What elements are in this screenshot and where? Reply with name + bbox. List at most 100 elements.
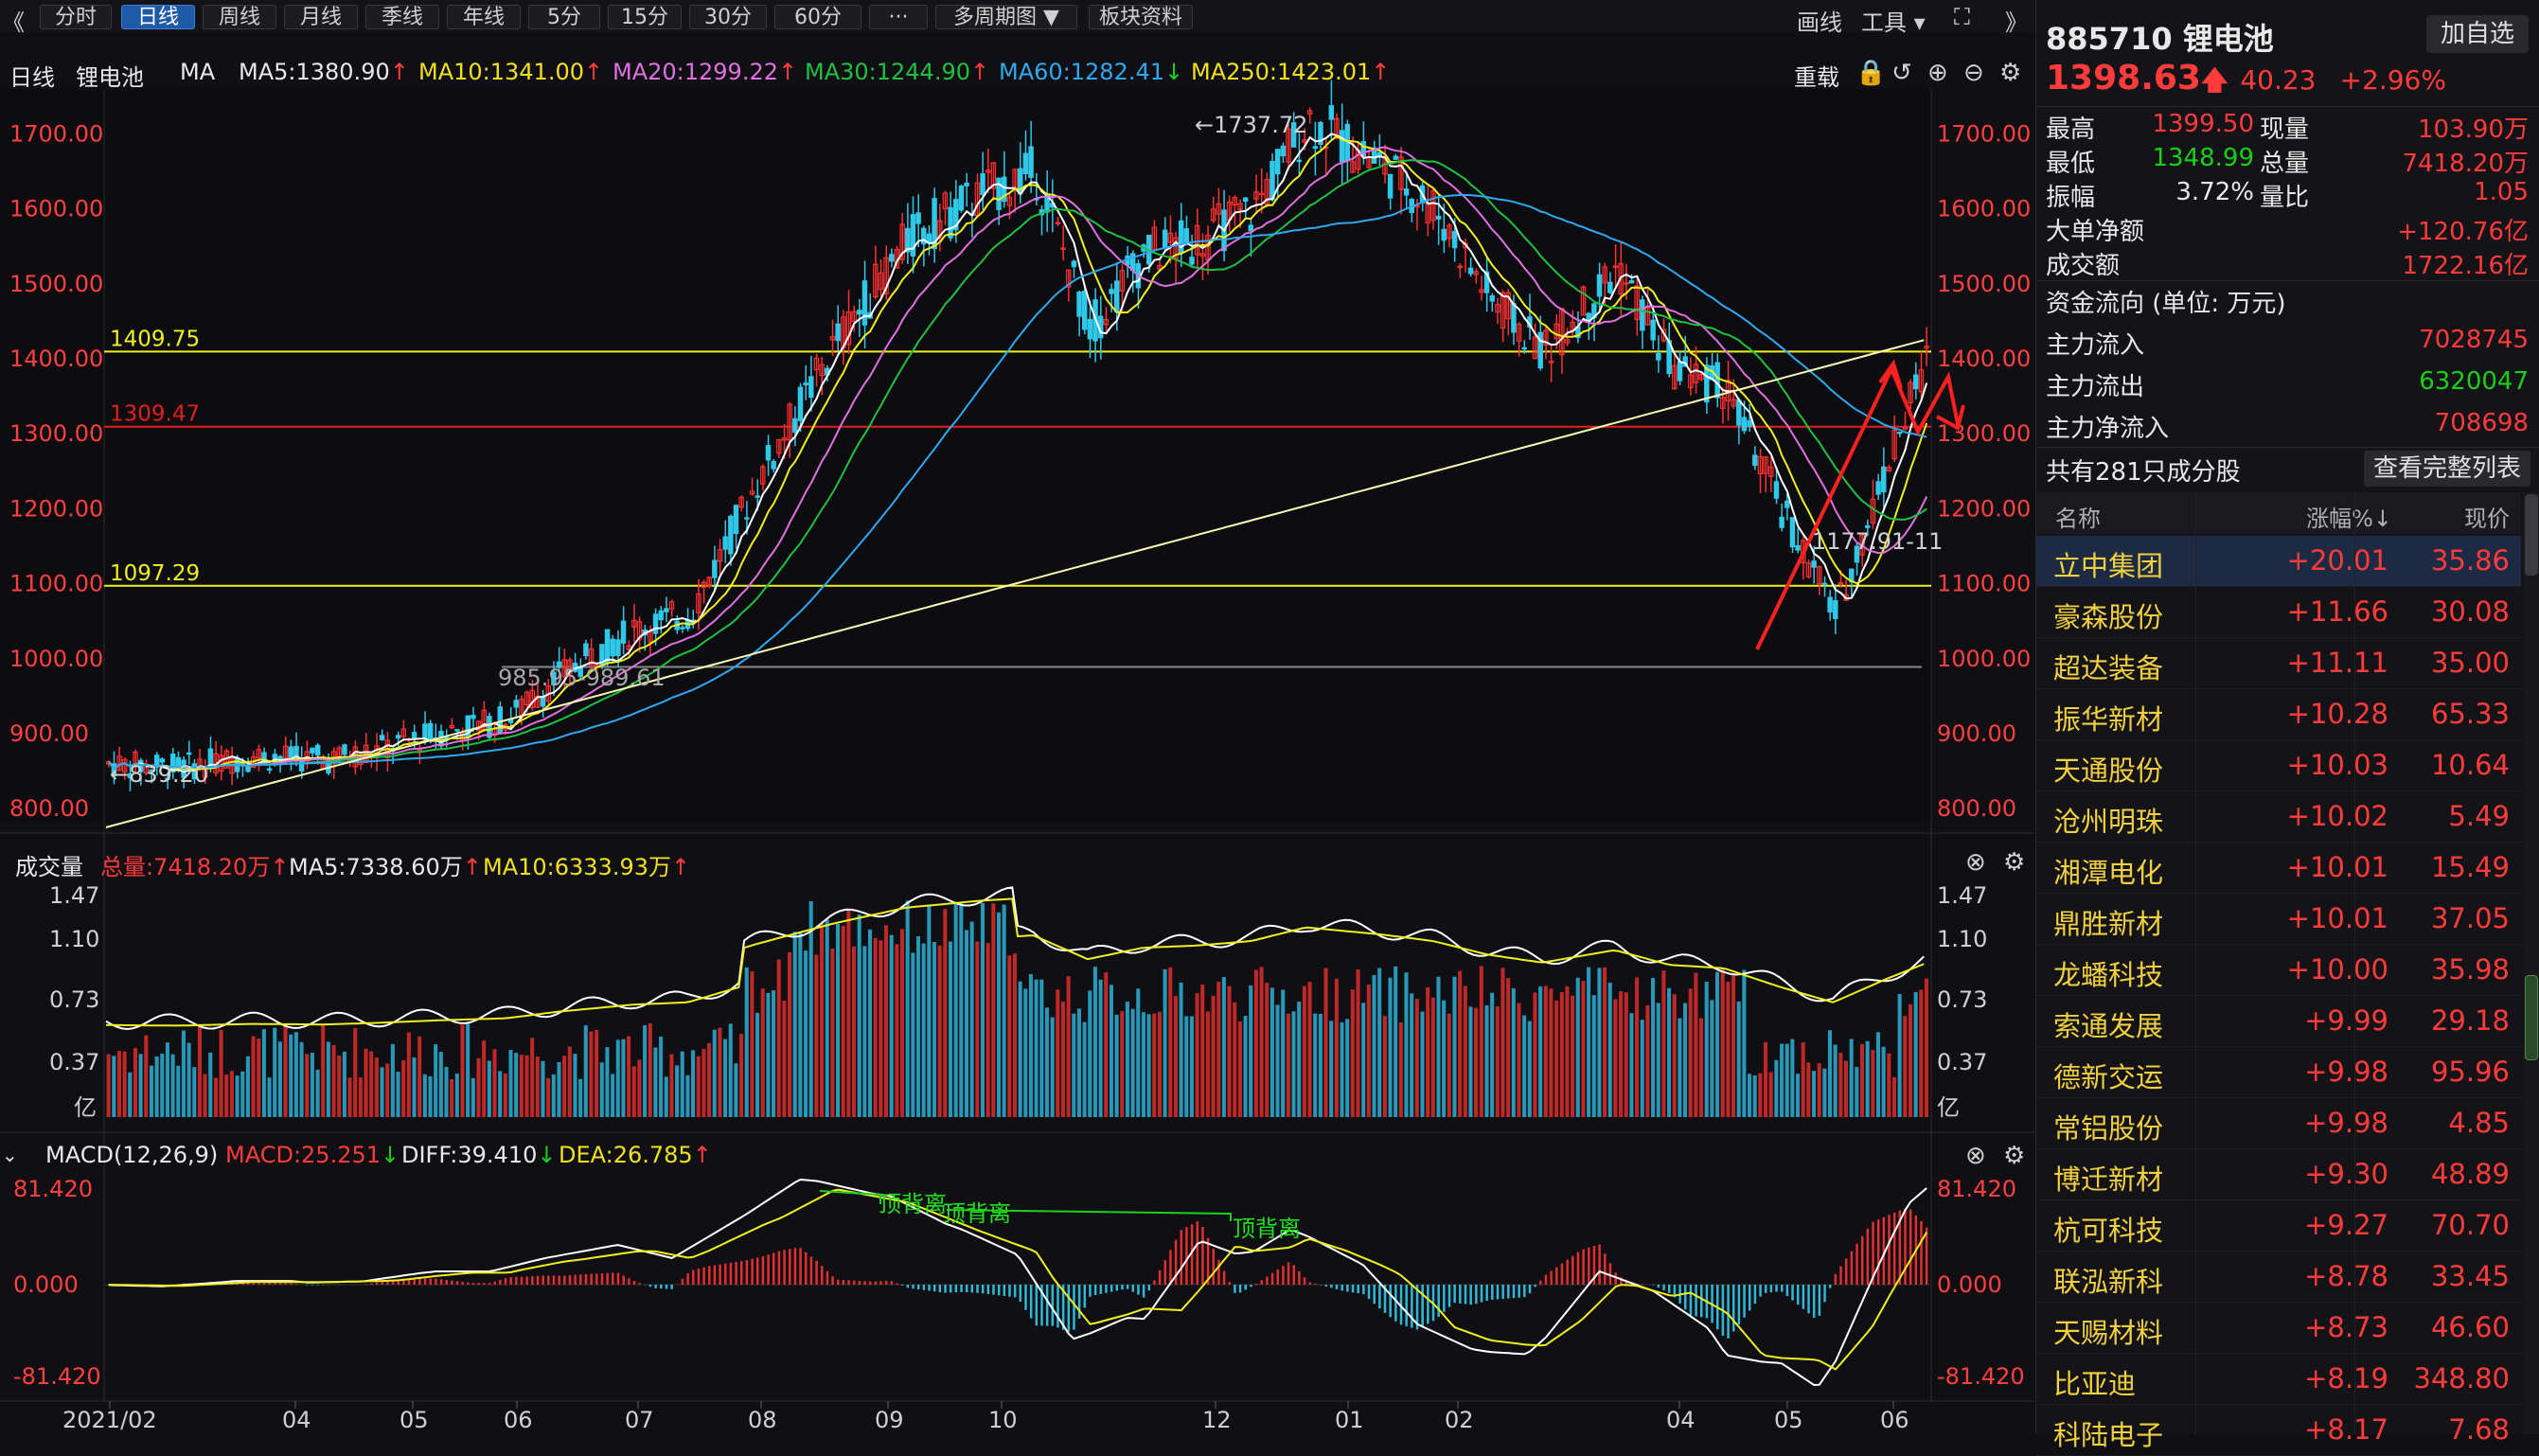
- candle-body: [829, 336, 836, 341]
- back-icon[interactable]: 《: [2, 9, 25, 36]
- scrollbar-thumb[interactable]: [2525, 975, 2538, 1060]
- candle-body: [1173, 237, 1179, 259]
- tab-quarterly[interactable]: 季线: [365, 5, 439, 29]
- tab-30min[interactable]: 30分: [689, 5, 767, 29]
- stock-row[interactable]: 常铝股份 +9.98 4.85: [2036, 1098, 2521, 1149]
- volume-bar: [1490, 992, 1495, 1117]
- lock-icon[interactable]: 🔒: [1855, 59, 1887, 87]
- volume-bar: [1511, 988, 1516, 1117]
- zoom-out-icon[interactable]: ⊖: [1963, 59, 1984, 87]
- tab-60min[interactable]: 60分: [774, 5, 861, 29]
- candle-body: [1113, 280, 1120, 312]
- list-scrollbar[interactable]: [2523, 492, 2539, 1434]
- tab-5min[interactable]: 5分: [528, 5, 600, 29]
- tab-daily[interactable]: 日线: [121, 5, 195, 29]
- ma60-value: MA60:1282.41↓: [999, 59, 1184, 85]
- volume-bar: [680, 1051, 684, 1117]
- tab-intraday[interactable]: 分时: [40, 5, 112, 29]
- x-tick-label: 01: [1335, 1407, 1364, 1433]
- candle-body: [1913, 374, 1919, 390]
- volume-bar: [1683, 1003, 1688, 1117]
- stock-row[interactable]: 沧州明珠 +10.02 5.49: [2036, 791, 2521, 843]
- stock-row[interactable]: 豪森股份 +11.66 30.08: [2036, 587, 2521, 638]
- header-pct[interactable]: 涨幅%↓: [2306, 506, 2392, 532]
- stock-name: 天赐材料: [2053, 1317, 2164, 1349]
- divergence-label: 顶背离: [943, 1200, 1011, 1227]
- stock-row[interactable]: 索通发展 +9.99 29.18: [2036, 996, 2521, 1047]
- zoom-in-icon[interactable]: ⊕: [1927, 59, 1948, 87]
- candle-body: [1167, 232, 1174, 243]
- candle-body: [1516, 323, 1522, 342]
- tools-menu-button[interactable]: 工具 ▾: [1861, 9, 1926, 36]
- stock-row[interactable]: 天通股份 +10.03 10.64: [2036, 740, 2521, 791]
- fullscreen-icon[interactable]: ⛶: [1954, 4, 1970, 30]
- sector-info-button[interactable]: 板块资料: [1089, 5, 1193, 29]
- forward-icon[interactable]: 》: [2005, 9, 2028, 36]
- more-button[interactable]: ···: [869, 5, 928, 29]
- reload-button[interactable]: 重载: [1794, 64, 1839, 91]
- volume-bar: [197, 1024, 202, 1117]
- stock-row[interactable]: 鼎胜新材 +10.01 37.05: [2036, 894, 2521, 945]
- volume-bar: [1410, 993, 1414, 1117]
- stock-row[interactable]: 天赐材料 +8.73 46.60: [2036, 1303, 2521, 1354]
- kline-chart[interactable]: 1700.00 1700.00 1600.00 1600.00 1500.00 1500.…: [0, 0, 2035, 1434]
- add-watchlist-button[interactable]: 加自选: [2426, 15, 2529, 53]
- close-volume-icon[interactable]: ⊗: [1965, 848, 1986, 877]
- stock-row[interactable]: 龙蟠科技 +10.00 35.98: [2036, 945, 2521, 996]
- candle-body: [668, 601, 675, 610]
- tab-weekly[interactable]: 周线: [203, 5, 276, 29]
- multi-period-dropdown[interactable]: 多周期图 ▼: [935, 5, 1077, 29]
- close-macd-icon[interactable]: ⊗: [1965, 1142, 1986, 1170]
- volume-bar: [1795, 1074, 1801, 1117]
- candle-body: [1022, 152, 1029, 175]
- stock-row[interactable]: 超达装备 +11.11 35.00: [2036, 638, 2521, 689]
- stock-row[interactable]: 振华新材 +10.28 65.33: [2036, 689, 2521, 740]
- view-full-list-button[interactable]: 查看完整列表: [2364, 451, 2530, 487]
- header-name[interactable]: 名称: [2055, 506, 2101, 532]
- volume-bar: [1694, 972, 1698, 1117]
- settings-icon[interactable]: ⚙: [1999, 59, 2022, 87]
- draw-line-button[interactable]: 画线: [1797, 9, 1842, 36]
- stock-row[interactable]: 湘潭电化 +10.01 15.49: [2036, 843, 2521, 894]
- volume-settings-icon[interactable]: ⚙: [2003, 848, 2026, 877]
- volume-bar: [1710, 1000, 1714, 1117]
- volume-bar: [1720, 968, 1725, 1117]
- stock-row[interactable]: 比亚迪 +8.19 348.80: [2036, 1354, 2521, 1405]
- volume-ma10: MA10:6333.93万↑: [483, 854, 691, 880]
- stock-row[interactable]: 杭可科技 +9.27 70.70: [2036, 1200, 2521, 1252]
- candle-body: [1248, 224, 1254, 232]
- volume-bar: [1474, 1007, 1479, 1117]
- volume-bar: [530, 1038, 535, 1117]
- stock-price: 70.70: [2430, 1209, 2510, 1241]
- tab-15min[interactable]: 15分: [608, 5, 682, 29]
- candle-body: [513, 700, 519, 708]
- volume-bar: [122, 1051, 127, 1117]
- stock-row[interactable]: 联泓新科 +8.78 33.45: [2036, 1252, 2521, 1303]
- macd-label[interactable]: MACD(12,26,9): [45, 1142, 219, 1168]
- ma-label[interactable]: MA: [180, 59, 216, 85]
- candle-body: [722, 536, 728, 550]
- candle-body: [1435, 215, 1442, 220]
- stock-row[interactable]: 科陆电子 +8.17 7.68: [2036, 1405, 2521, 1456]
- header-price[interactable]: 现价: [2464, 506, 2510, 532]
- tab-monthly[interactable]: 月线: [284, 5, 358, 29]
- volume-bar: [277, 1041, 282, 1117]
- stock-row[interactable]: 博迁新材 +9.30 48.89: [2036, 1149, 2521, 1200]
- ma10-line: [108, 134, 1928, 771]
- macd-tick-left: 81.420: [13, 1176, 93, 1202]
- volume-bar: [595, 1029, 599, 1117]
- stock-row[interactable]: 德新交运 +9.98 95.96: [2036, 1047, 2521, 1098]
- undo-icon[interactable]: ↺: [1891, 59, 1912, 87]
- volume-bar: [1388, 977, 1393, 1117]
- scrollbar-thumb-top[interactable]: [2525, 494, 2538, 576]
- collapse-icon[interactable]: ⌄: [2, 1144, 18, 1166]
- volume-bar: [1887, 1053, 1891, 1117]
- volume-bar: [1801, 1042, 1805, 1117]
- tab-yearly[interactable]: 年线: [447, 5, 521, 29]
- volume-bar: [219, 1029, 223, 1117]
- candle-body: [310, 747, 315, 754]
- candle-body: [1393, 155, 1398, 160]
- stock-row[interactable]: 立中集团 +20.01 35.86: [2036, 536, 2521, 587]
- candle-body: [1757, 455, 1764, 475]
- macd-settings-icon[interactable]: ⚙: [2003, 1142, 2026, 1170]
